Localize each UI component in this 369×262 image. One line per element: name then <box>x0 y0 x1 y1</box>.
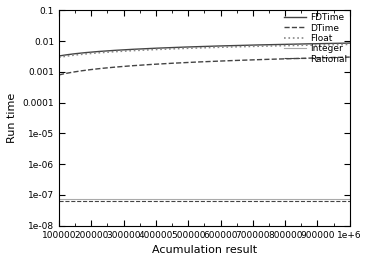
Float <box>348 43 352 46</box>
Legend: FDTime, DTime, Float, Integer, Rational: FDTime, DTime, Float, Integer, Rational <box>283 12 348 64</box>
DTime <box>69 71 73 74</box>
Rational <box>74 199 79 202</box>
Rational <box>323 199 327 202</box>
Y-axis label: Run time: Run time <box>7 93 17 143</box>
Integer <box>57 197 61 200</box>
Rational <box>111 199 115 202</box>
FDTime <box>323 42 327 45</box>
DTime <box>333 56 337 59</box>
Float <box>69 54 73 57</box>
Float <box>74 53 79 56</box>
Line: Float: Float <box>59 44 350 57</box>
Line: DTime: DTime <box>59 57 350 75</box>
DTime <box>111 66 115 69</box>
Integer <box>333 197 337 200</box>
FDTime <box>348 41 352 45</box>
Integer <box>134 197 139 200</box>
Float <box>134 49 139 52</box>
FDTime <box>74 52 79 55</box>
Rational <box>57 199 61 202</box>
Rational <box>333 199 337 202</box>
FDTime <box>333 42 337 45</box>
Integer <box>323 197 327 200</box>
DTime <box>348 56 352 59</box>
Float <box>111 50 115 53</box>
Integer <box>74 197 79 200</box>
Line: FDTime: FDTime <box>59 43 350 56</box>
DTime <box>134 64 139 67</box>
FDTime <box>111 49 115 52</box>
Float <box>57 56 61 59</box>
Rational <box>134 199 139 202</box>
Float <box>333 43 337 46</box>
DTime <box>323 56 327 59</box>
FDTime <box>134 48 139 51</box>
Rational <box>69 199 73 202</box>
Rational <box>348 199 352 202</box>
Integer <box>69 197 73 200</box>
DTime <box>74 70 79 73</box>
X-axis label: Acumulation result: Acumulation result <box>152 245 257 255</box>
Float <box>323 43 327 46</box>
FDTime <box>69 53 73 56</box>
DTime <box>57 73 61 77</box>
Integer <box>348 197 352 200</box>
Integer <box>111 197 115 200</box>
FDTime <box>57 54 61 58</box>
